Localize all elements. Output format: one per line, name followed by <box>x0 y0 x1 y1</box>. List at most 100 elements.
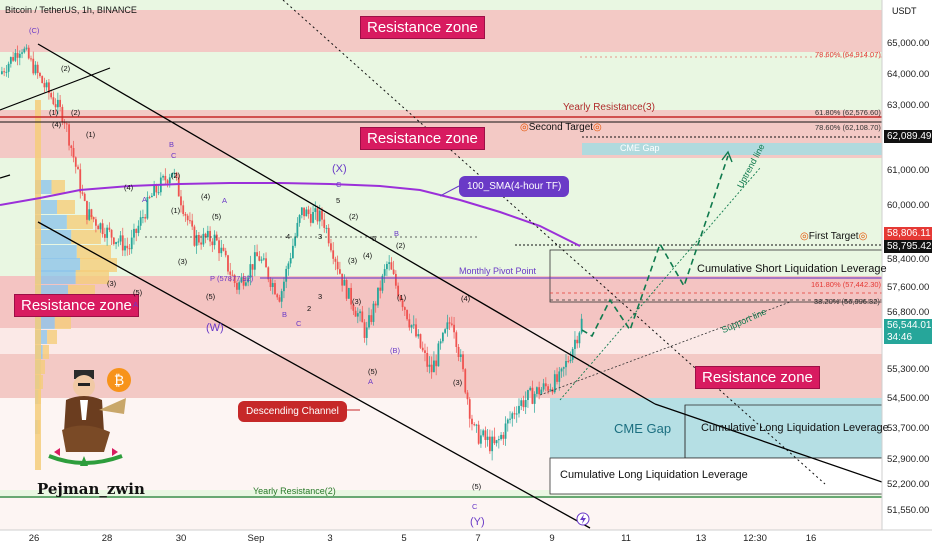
wave-label: (2) <box>396 241 406 250</box>
wave-label: (5) <box>133 288 143 297</box>
candle-body <box>41 76 44 84</box>
candle-body <box>336 261 339 270</box>
candle-body <box>339 269 341 274</box>
candle-body <box>444 329 447 333</box>
fib-label: 78.60% (62,108.70) <box>815 123 881 132</box>
candle-body <box>92 217 95 220</box>
sma-callout: 100_SMA(4-hour TF) <box>459 176 570 197</box>
fib-label: 38.20% (56,996.32) <box>814 297 880 306</box>
candle-body <box>150 195 153 198</box>
candle-body <box>341 273 344 286</box>
support-band <box>0 0 882 10</box>
candle-body <box>323 219 326 228</box>
volume-profile-bar <box>71 230 101 244</box>
candle-body <box>401 300 404 308</box>
cme-gap-top-label: CME Gap <box>620 143 660 153</box>
target-icon: ◎ <box>520 122 529 133</box>
candle-body <box>493 436 496 444</box>
candle-body <box>186 215 189 221</box>
author-name: Pejman_zwin <box>37 480 145 498</box>
candle-body <box>52 97 55 105</box>
candle-body <box>229 271 232 275</box>
first-target-label: ◎First Target◎ <box>800 231 868 242</box>
candle-body <box>146 197 149 219</box>
x-tick: 3 <box>327 533 333 544</box>
resistance-zone-label-left: Resistance zone <box>14 294 139 317</box>
channel-upper-line <box>654 403 882 483</box>
y-tick: 55,300.00 <box>887 364 930 375</box>
candle-body <box>65 123 68 125</box>
candle-body <box>305 209 308 217</box>
candle-body <box>388 262 391 264</box>
candle-body <box>135 228 138 233</box>
candle-body <box>168 177 171 184</box>
candle-body <box>30 58 32 60</box>
wave-label: 5 <box>372 234 377 243</box>
candle-body <box>471 418 473 425</box>
wave-label: (3) <box>348 256 358 265</box>
candle-body <box>206 230 209 238</box>
y-tick: 63,000.00 <box>887 100 930 111</box>
candle-body <box>294 236 297 246</box>
candle-body <box>397 285 400 297</box>
candle-body <box>54 104 57 108</box>
monthly-pivot-label: Monthly Pivot Point <box>459 266 537 276</box>
wave-label: 3 <box>318 232 323 241</box>
candle-body <box>247 277 250 283</box>
channel-upper-line <box>37 43 656 405</box>
candle-body <box>403 307 406 310</box>
candle-body <box>258 256 261 261</box>
candle-body <box>309 214 312 223</box>
candle-body <box>450 323 453 325</box>
candle-body <box>236 282 238 290</box>
volume-profile-bar <box>76 245 111 259</box>
candle-body <box>415 324 417 337</box>
candle-body <box>97 225 100 230</box>
price-axis[interactable] <box>882 0 932 530</box>
resistance-zone-label-top: Resistance zone <box>360 16 485 39</box>
cme-gap-bottom-box <box>550 398 882 458</box>
candle-body <box>177 177 180 197</box>
candle-body <box>318 210 321 222</box>
candle-body <box>115 242 117 245</box>
price-tag-58806: 58,806.11 <box>884 227 932 240</box>
candle-body <box>558 371 561 382</box>
y-tick: 56,800.00 <box>887 307 930 318</box>
candle-body <box>117 241 120 243</box>
time-axis[interactable] <box>0 530 932 550</box>
candle-body <box>128 248 131 250</box>
candle-body <box>571 348 574 360</box>
candle-body <box>334 258 337 262</box>
candle-body <box>171 173 173 178</box>
candle-body <box>462 354 464 370</box>
candle-body <box>314 208 317 212</box>
candle-body <box>363 322 366 338</box>
candle-body <box>164 175 167 181</box>
candle-body <box>227 255 229 272</box>
symbol-title: Bitcoin / TetherUS, 1h, BINANCE <box>5 5 137 15</box>
x-tick: 13 <box>695 533 707 544</box>
candle-body <box>59 99 61 107</box>
wave-label: 2 <box>307 304 312 313</box>
sma-line <box>0 182 581 247</box>
volume-profile-bar <box>57 200 75 214</box>
candle-body <box>43 83 46 88</box>
wave-label: (3) <box>453 378 463 387</box>
x-tick: 7 <box>475 533 481 544</box>
candle-body <box>475 424 478 426</box>
cme-gap-top-box <box>582 143 882 155</box>
candle-body <box>518 405 520 414</box>
candle-body <box>439 341 442 344</box>
wave-label: (2) <box>349 212 359 221</box>
candle-body <box>1 71 3 74</box>
candle-body <box>567 360 570 362</box>
candle-body <box>365 327 368 338</box>
candle-body <box>377 287 379 306</box>
candle-body <box>72 148 75 158</box>
candle-body <box>419 334 422 348</box>
candle-body <box>253 252 256 270</box>
candle-body <box>482 430 485 436</box>
candle-body <box>381 275 384 291</box>
candle-body <box>576 339 579 344</box>
